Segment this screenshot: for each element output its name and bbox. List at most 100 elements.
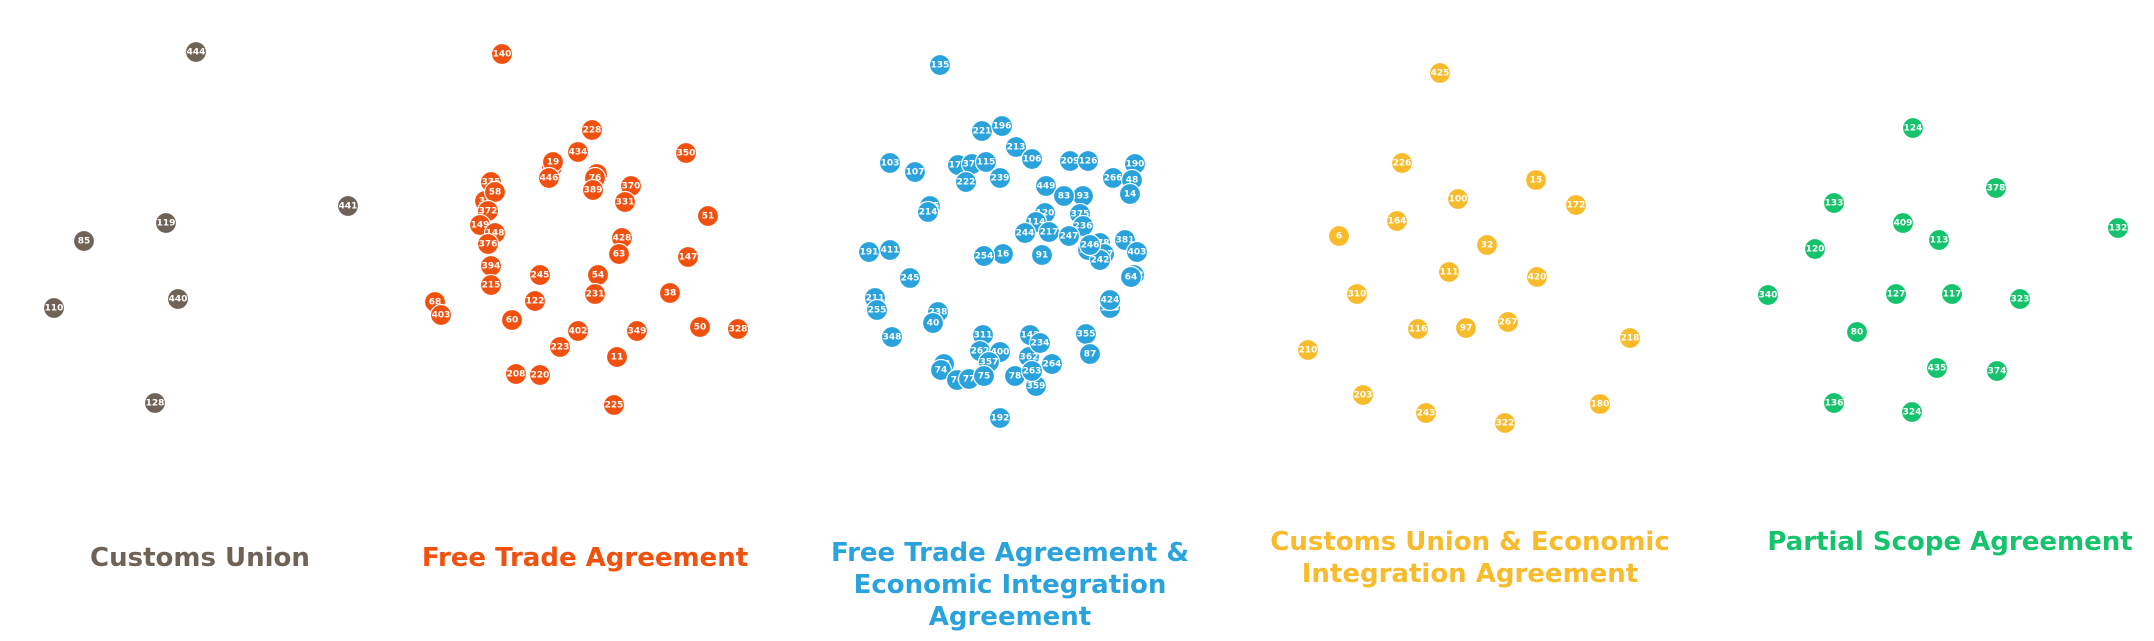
node-403: 403: [429, 303, 453, 327]
node-label: 143: [1021, 331, 1040, 341]
node-label: 231: [586, 290, 605, 300]
node-label: 120: [1036, 209, 1055, 219]
node-label: 213: [1007, 143, 1026, 153]
node-circle: [1028, 331, 1052, 355]
node-label: 254: [975, 252, 994, 262]
node-circle: [1034, 174, 1058, 198]
node-label: 245: [901, 274, 920, 284]
node-circle: [607, 242, 631, 266]
node-label: 324: [1903, 408, 1922, 418]
node-254: 254: [972, 244, 996, 268]
node-label: 114: [1027, 218, 1046, 228]
node-label: 103: [881, 159, 900, 169]
node-75: 75: [972, 364, 996, 388]
node-circle: [2106, 216, 2130, 240]
node-label: 196: [993, 122, 1012, 132]
cluster-4: 124 378 133 409 132 120 113 340 127 117 323 80 435 37…: [1756, 116, 2130, 424]
node-label: 434: [569, 148, 588, 158]
node-394: 394: [479, 254, 503, 278]
node-label: 16: [997, 250, 1010, 260]
node-label: 355: [1077, 330, 1096, 340]
cluster-0: 444 441 119 85 440 110 128: [42, 40, 360, 415]
node-222: 222: [954, 170, 978, 194]
node-label: 328: [729, 325, 748, 335]
node-label: 411: [881, 246, 900, 256]
node-circle: [479, 273, 503, 297]
node-218: 218: [1618, 326, 1642, 350]
node-label: 239: [991, 174, 1010, 184]
node-circle: [1901, 116, 1925, 140]
node-label: 192: [991, 414, 1010, 424]
node-label: 132: [2109, 224, 2128, 234]
node-label: 425: [1431, 69, 1450, 79]
node-label: 350: [677, 149, 696, 159]
node-label: 441: [339, 202, 358, 212]
node-425: 425: [1428, 61, 1452, 85]
node-label: 93: [1077, 192, 1090, 202]
node-circle: [1004, 135, 1028, 159]
node-circle: [1803, 237, 1827, 261]
node-label: 83: [1058, 192, 1071, 202]
node-label: 119: [157, 219, 176, 229]
node-label: 370: [622, 182, 641, 192]
node-label: 78: [1009, 372, 1022, 382]
node-440: 440: [166, 287, 190, 311]
node-231: 231: [583, 282, 607, 306]
node-label: 381: [1116, 236, 1135, 246]
node-226: 226: [1390, 151, 1414, 175]
node-label: 400: [991, 348, 1010, 358]
node-133: 133: [1822, 191, 1846, 215]
node-label: 111: [1440, 268, 1459, 278]
node-circle: [500, 308, 524, 332]
node-374: 374: [1985, 359, 2009, 383]
node-424: 424: [1098, 288, 1122, 312]
node-circle: [490, 42, 514, 66]
node-376: 376: [476, 232, 500, 256]
node-208: 208: [504, 362, 528, 386]
node-label: 221: [973, 127, 992, 137]
node-label: 164: [1388, 217, 1407, 227]
node-label: 389: [584, 186, 603, 196]
node-label: 60: [506, 316, 519, 326]
node-label: 243: [1417, 409, 1436, 419]
node-54: 54: [586, 263, 610, 287]
node-50: 50: [688, 315, 712, 339]
node-label: 238: [929, 308, 948, 318]
node-213: 213: [1004, 135, 1028, 159]
node-circle: [1057, 224, 1081, 248]
node-circle: [602, 393, 626, 417]
node-210: 210: [1296, 338, 1320, 362]
node-circle: [581, 178, 605, 202]
node-label: 267: [1499, 318, 1518, 328]
node-circle: [523, 289, 547, 313]
node-circle: [154, 211, 178, 235]
node-label: 214: [919, 208, 938, 218]
node-label: 222: [957, 178, 976, 188]
node-circle: [429, 303, 453, 327]
node-label: 376: [479, 240, 498, 250]
node-403: 403: [1125, 240, 1149, 264]
node-circle: [566, 319, 590, 343]
node-389: 389: [581, 178, 605, 202]
node-circle: [929, 358, 953, 382]
node-label: 87: [1084, 350, 1097, 360]
node-label: 209: [1061, 157, 1080, 167]
node-circle: [336, 194, 360, 218]
node-label: 149: [471, 221, 490, 231]
node-16: 16: [991, 242, 1015, 266]
node-label: 133: [1825, 199, 1844, 209]
node-circle: [878, 151, 902, 175]
node-label: 173: [949, 161, 968, 171]
node-circle: [696, 204, 720, 228]
node-label: 6: [1336, 232, 1342, 242]
node-label: 80: [1851, 328, 1864, 338]
node-6: 6: [1327, 224, 1351, 248]
node-circle: [898, 266, 922, 290]
node-label: 424: [1101, 296, 1120, 306]
node-circle: [566, 140, 590, 164]
node-label: 51: [702, 212, 715, 222]
node-circle: [476, 232, 500, 256]
node-15: 15: [1524, 168, 1548, 192]
node-111: 111: [1437, 260, 1461, 284]
